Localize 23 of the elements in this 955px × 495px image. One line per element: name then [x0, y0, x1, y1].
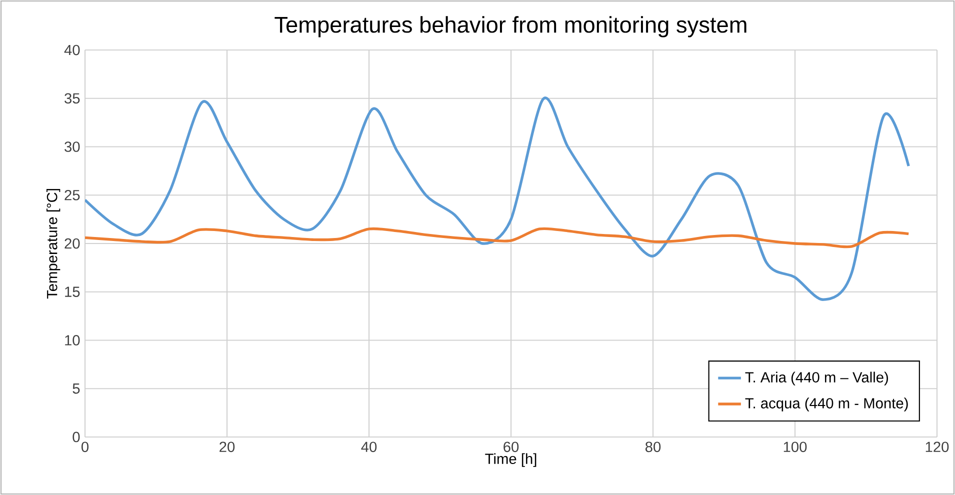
chart-title: Temperatures behavior from monitoring system [274, 16, 746, 38]
y-tick-label: 10 [65, 335, 80, 346]
x-tick-label: 120 [926, 442, 949, 452]
x-tick-label: 100 [784, 442, 807, 452]
y-tick-label: 0 [72, 432, 80, 442]
y-tick-label: 35 [64, 93, 80, 104]
x-tick-label: 40 [361, 442, 377, 452]
legend-label: T. acqua (440 m - Monte) [745, 398, 908, 412]
line-series [85, 98, 910, 301]
x-tick-label: 80 [645, 442, 661, 452]
y-tick-label: 15 [65, 286, 80, 297]
y-tick-label: 25 [64, 190, 80, 200]
x-tick-label: 0 [82, 442, 89, 452]
legend-label: T. Aria (440 m – Valle) [745, 372, 888, 386]
y-tick-label: 30 [64, 142, 80, 152]
y-axis-title: Temperature [°C] [46, 189, 60, 299]
y-tick-label: 20 [64, 238, 80, 249]
x-axis-title: Time [h] [485, 453, 536, 467]
x-tick-label: 60 [504, 442, 519, 452]
x-tick-label: 20 [220, 442, 235, 452]
y-tick-label: 40 [64, 44, 80, 56]
y-tick-label: 5 [72, 384, 80, 394]
line-series [85, 227, 910, 248]
